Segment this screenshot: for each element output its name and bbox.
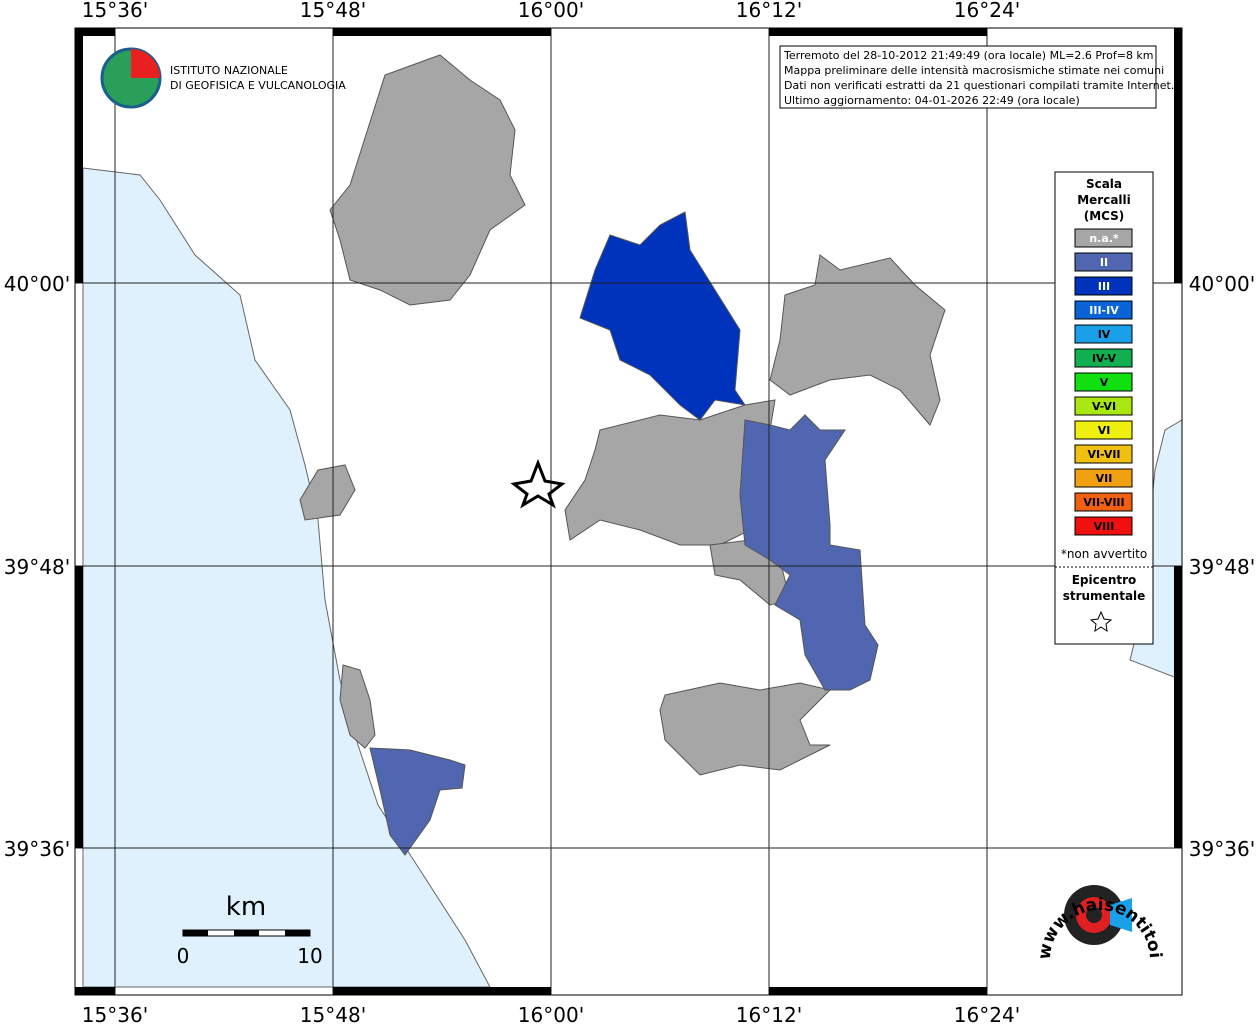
legend-swatch: [1074, 276, 1133, 296]
lat-label: 39°48': [4, 555, 70, 579]
frame-bar: [75, 28, 83, 283]
legend-label: VI: [1098, 424, 1111, 437]
legend-label: III-IV: [1089, 304, 1119, 317]
logo-text: DI GEOFISICA E VULCANOLOGIA: [170, 79, 346, 92]
lon-label: 16°00': [518, 1003, 584, 1024]
scale-label: 0: [177, 944, 190, 968]
frame-bar: [333, 28, 551, 36]
scale-bar: km 0 10: [177, 892, 323, 968]
legend-label: VIII: [1094, 520, 1115, 533]
legend-title: Mercalli: [1077, 193, 1131, 207]
legend-label: IV-V: [1092, 352, 1117, 365]
region: [769, 254, 946, 426]
scale-unit: km: [226, 892, 266, 922]
legend-label: IV: [1098, 328, 1111, 341]
logo-text: ISTITUTO NAZIONALE: [170, 64, 288, 77]
legend-label: V: [1100, 376, 1109, 389]
lat-label: 39°48': [1189, 555, 1255, 579]
ingv-logo: ISTITUTO NAZIONALE DI GEOFISICA E VULCAN…: [100, 47, 346, 109]
frame-bar: [769, 987, 987, 995]
info-box: [779, 45, 1157, 109]
legend-swatch: [1074, 444, 1133, 464]
region: [659, 682, 831, 776]
frame-bar: [75, 566, 83, 848]
frame: [74, 27, 1183, 996]
legend-epicenter: Epicentro: [1072, 573, 1137, 587]
lat-label: 39°36': [4, 837, 70, 861]
region: [579, 211, 747, 421]
frame-bar: [333, 987, 551, 995]
legend-swatch: [1074, 420, 1133, 440]
lon-label: 16°24': [954, 0, 1020, 22]
scale-label: 10: [297, 944, 322, 968]
lon-label: 16°12': [736, 1003, 802, 1024]
lon-label: 15°36': [82, 1003, 148, 1024]
legend-label: VII-VIII: [1083, 496, 1124, 509]
region: [339, 664, 376, 749]
legend-label: III: [1098, 280, 1110, 293]
legend-swatch: [1074, 228, 1133, 248]
lon-label: 16°24': [954, 1003, 1020, 1024]
frame-bar: [1174, 566, 1182, 848]
legend-note: *non avvertito: [1061, 547, 1147, 561]
lon-label: 15°48': [300, 0, 366, 22]
legend-swatch: [1074, 516, 1133, 536]
legend-swatch: [1074, 372, 1133, 392]
legend-label: n.a.*: [1089, 232, 1119, 245]
legend-swatch: [1074, 324, 1133, 344]
legend-swatch: [1074, 300, 1133, 320]
legend-epicenter: strumentale: [1063, 589, 1146, 603]
info-line: Ultimo aggiornamento: 04-01-2026 22:49 (…: [784, 94, 1080, 107]
lat-label: 40°00': [1189, 272, 1255, 296]
info-line: Dati non verificati estratti da 21 quest…: [784, 79, 1174, 92]
region: [329, 54, 526, 306]
info-line: Mappa preliminare delle intensità macros…: [784, 64, 1164, 77]
frame-bar: [769, 28, 987, 36]
region: [369, 747, 466, 856]
lon-label: 16°12': [736, 0, 802, 22]
frame-bar: [75, 28, 115, 36]
legend-swatch: [1074, 348, 1133, 368]
region: [739, 414, 879, 691]
lon-label: 15°36': [82, 0, 148, 22]
frame-bar: [75, 987, 115, 995]
legend-title: Scala: [1086, 177, 1122, 191]
legend-swatch: [1074, 252, 1133, 272]
lat-label: 40°00': [4, 272, 70, 296]
epicenter-star: [510, 458, 566, 509]
lon-label: 15°48': [300, 1003, 366, 1024]
legend-star: [1089, 610, 1113, 633]
legend-swatch: [1074, 396, 1133, 416]
legend-swatch: [1074, 468, 1133, 488]
legend-label: VII: [1096, 472, 1113, 485]
frame-bar: [1174, 28, 1182, 283]
lat-label: 39°36': [1189, 837, 1255, 861]
info-line: Terremoto del 28-10-2012 21:49:49 (ora l…: [783, 49, 1154, 62]
legend-title: (MCS): [1084, 209, 1125, 223]
legend-swatch: [1074, 492, 1133, 512]
region: [299, 464, 356, 521]
lon-label: 16°00': [518, 0, 584, 22]
legend-label: II: [1100, 256, 1108, 269]
legend-label: VI-VII: [1087, 448, 1120, 461]
sea: [82, 167, 491, 988]
legend-label: V-VI: [1092, 400, 1116, 413]
region: [564, 399, 776, 546]
